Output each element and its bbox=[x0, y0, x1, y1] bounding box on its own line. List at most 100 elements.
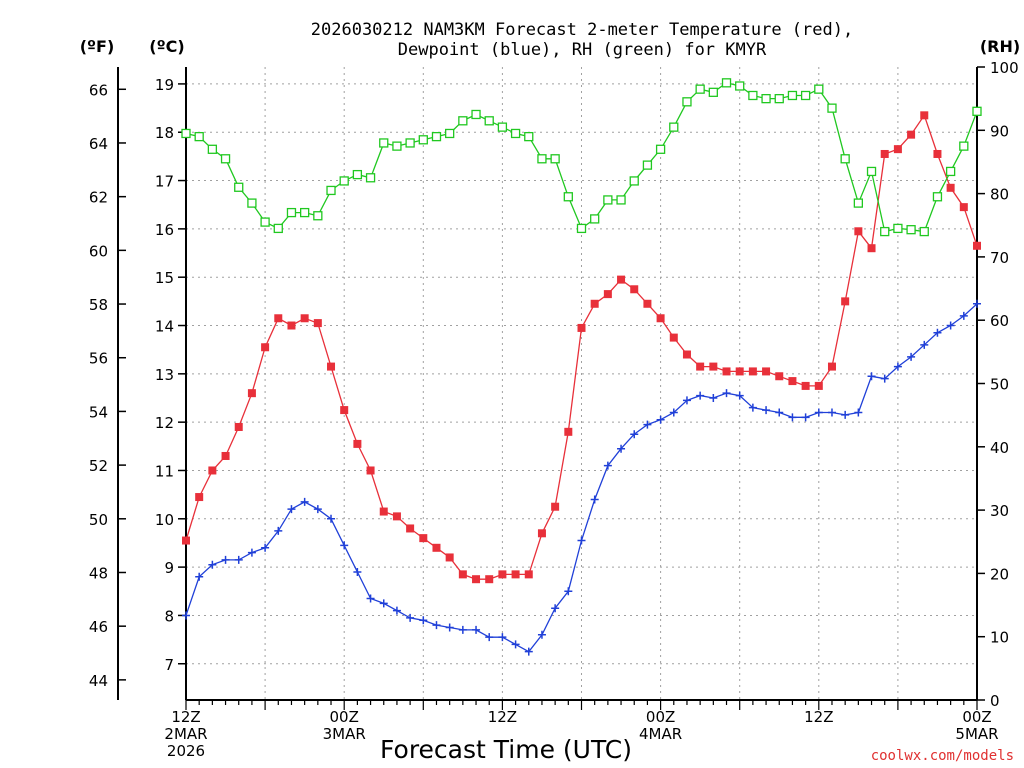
fahrenheit-tick-label: 50 bbox=[89, 511, 108, 529]
temperature-point bbox=[498, 570, 507, 579]
fahrenheit-tick-label: 48 bbox=[89, 564, 108, 582]
time-tick-label: 00Z 5MAR bbox=[955, 708, 998, 743]
rh-tick-label: 80 bbox=[990, 186, 1009, 204]
dewpoint-point bbox=[221, 555, 230, 564]
rh-point bbox=[748, 90, 758, 101]
rh-point bbox=[669, 122, 679, 132]
time-tick-label-line: 2026 bbox=[167, 742, 205, 760]
temperature-point bbox=[458, 570, 467, 579]
temperature-point bbox=[392, 512, 401, 521]
temperature-point bbox=[274, 314, 283, 323]
rh-point bbox=[642, 160, 653, 170]
dewpoint-point bbox=[234, 555, 243, 564]
dewpoint-point bbox=[182, 611, 190, 620]
dewpoint-point bbox=[762, 406, 771, 415]
dewpoint-point bbox=[287, 505, 296, 514]
rh-point bbox=[524, 131, 534, 142]
rh-point bbox=[247, 198, 257, 208]
rh-point bbox=[392, 141, 402, 151]
time-tick-label-line: 4MAR bbox=[639, 725, 682, 743]
rh-axis: 0 10 20 30 40 50 60 70 80 90 100 bbox=[977, 59, 1019, 710]
dewpoint-point bbox=[814, 408, 823, 417]
time-tick-label-line: 12Z bbox=[804, 708, 833, 726]
rh-point bbox=[379, 138, 389, 148]
chart-title-line2: Dewpoint (blue), RH (green) for KMYR bbox=[398, 40, 767, 60]
rh-tick-label: 50 bbox=[990, 376, 1009, 394]
temperature-point bbox=[379, 507, 388, 516]
rh-point bbox=[695, 84, 705, 94]
rh-series bbox=[181, 78, 982, 237]
dewpoint-point bbox=[722, 389, 731, 398]
celsius-tick-label: 18 bbox=[155, 124, 174, 142]
dewpoint-point bbox=[340, 541, 349, 550]
rh-tick-label: 20 bbox=[990, 565, 1009, 583]
celsius-tick-label: 9 bbox=[164, 559, 174, 577]
rh-point bbox=[616, 195, 626, 205]
fahrenheit-axis-unit: (ºF) bbox=[80, 37, 115, 56]
celsius-tick-label: 7 bbox=[164, 656, 174, 674]
rh-tick-label: 90 bbox=[990, 122, 1009, 140]
rh-point bbox=[880, 226, 890, 237]
temperature-point bbox=[445, 553, 454, 562]
x-axis-label: Forecast Time (UTC) bbox=[380, 735, 632, 764]
dewpoint-point bbox=[485, 633, 494, 642]
dewpoint-point bbox=[432, 621, 441, 630]
temperature-point bbox=[327, 362, 336, 371]
dewpoint-point bbox=[313, 505, 322, 514]
rh-point bbox=[405, 138, 415, 148]
rh-tick-label: 60 bbox=[990, 312, 1009, 330]
temperature-point bbox=[472, 575, 481, 584]
dewpoint-point bbox=[327, 514, 336, 523]
rh-point bbox=[431, 131, 442, 142]
chart-title-line1: 2026030212 NAM3KM Forecast 2-meter Tempe… bbox=[311, 20, 853, 40]
rh-point bbox=[418, 135, 428, 145]
temperature-point bbox=[247, 389, 256, 398]
celsius-tick-label: 17 bbox=[155, 173, 174, 191]
temperature-point bbox=[762, 367, 771, 376]
rh-point bbox=[814, 84, 824, 94]
temperature-point bbox=[854, 227, 863, 236]
time-tick-label-line: 12Z bbox=[171, 708, 200, 726]
dewpoint-point bbox=[511, 640, 520, 649]
rh-point bbox=[629, 176, 639, 186]
rh-axis-unit: (RH) bbox=[980, 37, 1020, 56]
credit-text: coolwx.com/models bbox=[871, 748, 1014, 764]
celsius-axis: 7 8 9 10 11 12 13 14 15 16 17 18 19 bbox=[155, 76, 186, 674]
fahrenheit-tick-label: 52 bbox=[89, 457, 108, 475]
rh-point bbox=[919, 226, 929, 237]
grid-lines bbox=[186, 67, 977, 700]
rh-point bbox=[840, 154, 850, 164]
temperature-point bbox=[907, 130, 916, 139]
time-tick-label: 00Z 3MAR bbox=[323, 708, 366, 743]
time-tick-label-line: 2MAR bbox=[164, 725, 207, 743]
rh-point bbox=[537, 154, 547, 164]
time-tick-label-line: 5MAR bbox=[955, 725, 998, 743]
temperature-point bbox=[313, 319, 322, 328]
dewpoint-point bbox=[590, 495, 599, 504]
temperature-point bbox=[511, 570, 520, 579]
dewpoint-point bbox=[274, 526, 283, 535]
rh-point bbox=[827, 103, 837, 113]
temperature-point bbox=[682, 350, 691, 359]
rh-point bbox=[510, 128, 521, 139]
rh-point bbox=[445, 128, 455, 139]
dewpoint-point bbox=[841, 410, 850, 419]
dewpoint-point bbox=[498, 633, 507, 642]
temperature-point bbox=[485, 575, 494, 584]
rh-point bbox=[787, 90, 798, 101]
temperature-point bbox=[182, 536, 190, 545]
temperature-point bbox=[827, 362, 836, 371]
rh-point bbox=[339, 176, 349, 186]
fahrenheit-tick-label: 60 bbox=[89, 242, 108, 260]
rh-point bbox=[497, 122, 508, 132]
temperature-point bbox=[564, 427, 573, 436]
dewpoint-point bbox=[366, 594, 375, 603]
dewpoint-point bbox=[669, 408, 678, 417]
rh-point bbox=[972, 106, 982, 116]
dewpoint-point bbox=[893, 362, 902, 371]
dewpoint-point bbox=[696, 391, 705, 400]
celsius-tick-label: 14 bbox=[155, 318, 174, 336]
temperature-point bbox=[669, 333, 678, 342]
dewpoint-point bbox=[946, 321, 955, 330]
